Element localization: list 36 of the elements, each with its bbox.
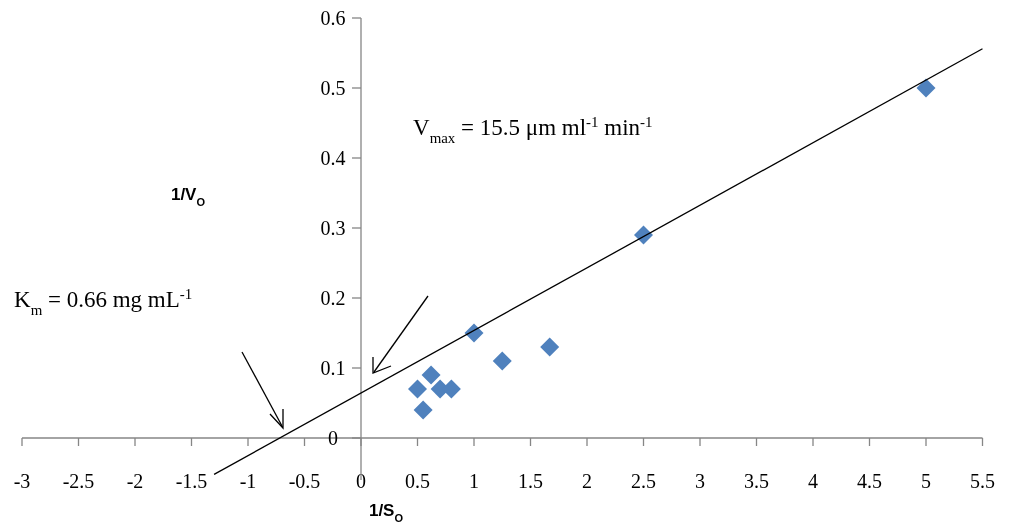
y-tick-label: 0.3 — [320, 217, 346, 239]
y-tick-label: 0 — [328, 427, 338, 449]
x-tick-label: -2 — [126, 470, 144, 492]
x-tick-label: 3 — [695, 470, 705, 492]
x-tick-label: 4 — [808, 470, 818, 492]
x-tick-label: -3 — [13, 470, 31, 492]
y-axis-title: 1/V$_{O}$ — [170, 185, 206, 208]
point — [540, 337, 560, 357]
x-tick-label: 4.5 — [857, 470, 882, 492]
y-tick-label: 0.4 — [320, 147, 346, 169]
x-tick-label: 2 — [582, 470, 592, 492]
annotation: V$_{max}$ = 15.5 μm ml$^{-1}$ min$^{-1}$ — [413, 114, 653, 146]
x-tick-label: -1 — [239, 470, 257, 492]
x-tick-label: -0.5 — [288, 470, 321, 492]
x-tick-label: 1.5 — [518, 470, 543, 492]
x-tick-label: 0 — [356, 470, 366, 492]
x-tick-label: 3.5 — [744, 470, 769, 492]
y-tick-label: 0.1 — [320, 357, 346, 379]
point — [464, 323, 484, 343]
x-axis-title: 1/S$_{O}$ — [368, 501, 404, 523]
x-tick-label: 0.5 — [405, 470, 430, 492]
x-tick-label: 5.5 — [970, 470, 995, 492]
x-tick-label: 2.5 — [631, 470, 656, 492]
x-tick-label: -1.5 — [175, 470, 208, 492]
point — [492, 351, 512, 371]
x-tick-label: 5 — [921, 470, 931, 492]
x-tick-label: -2.5 — [62, 470, 95, 492]
y-tick-label: 0.6 — [320, 7, 346, 29]
point — [408, 379, 427, 399]
y-tick-label: 0.5 — [320, 77, 346, 99]
annotation: K$_{m}$ = 0.66 mg mL$^{-1}$ — [14, 286, 193, 318]
y-tick-label: 0.2 — [320, 287, 346, 309]
point — [916, 78, 936, 98]
point — [413, 400, 433, 420]
point — [421, 365, 441, 385]
x-tick-label: 1 — [469, 470, 479, 492]
